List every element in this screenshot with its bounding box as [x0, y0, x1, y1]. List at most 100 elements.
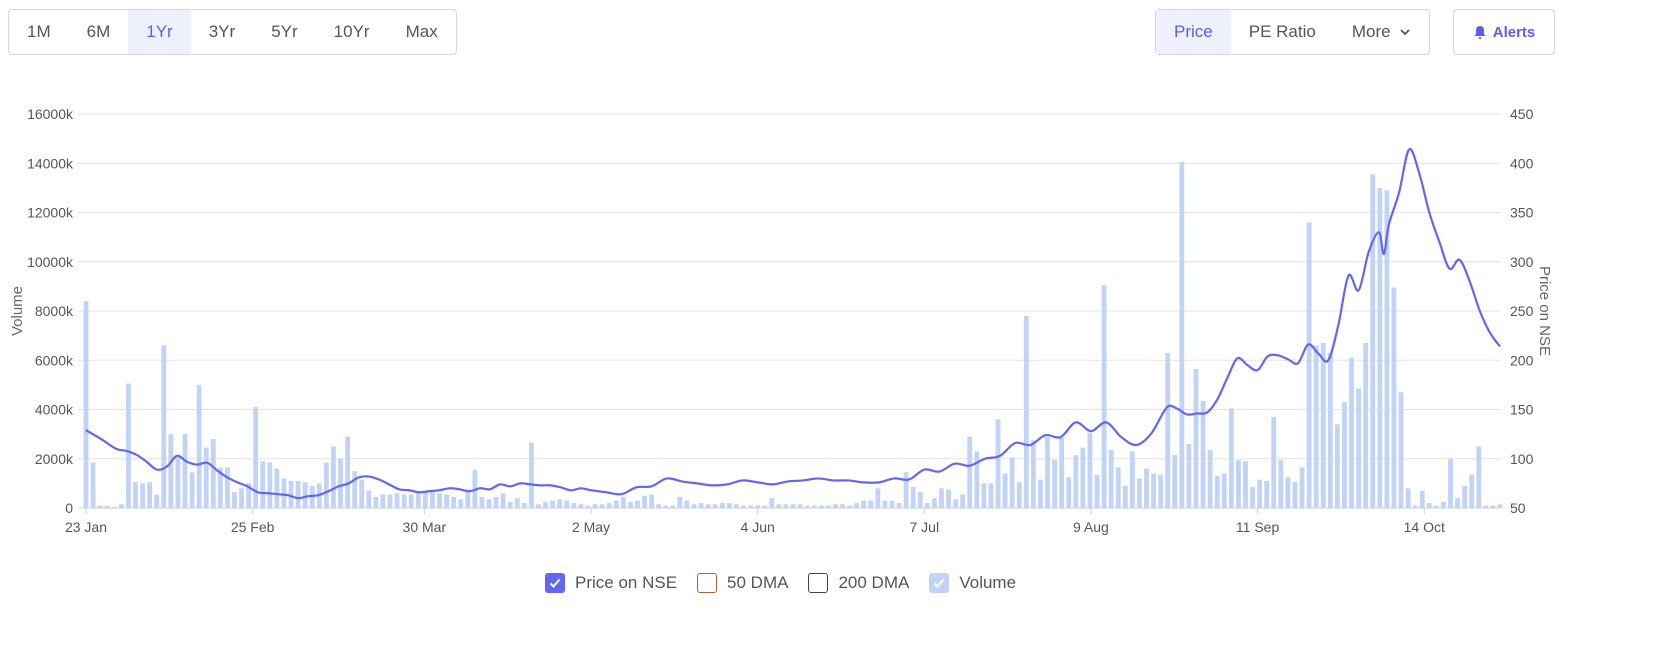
- volume-bar: [995, 419, 1001, 508]
- y-right-axis-title: Price on NSE: [1536, 266, 1553, 356]
- volume-bar: [1094, 474, 1100, 508]
- volume-bar: [1080, 447, 1086, 508]
- volume-bar: [486, 499, 492, 508]
- range-tab-max[interactable]: Max: [405, 22, 438, 41]
- volume-bar: [415, 491, 421, 508]
- volume-bar: [1412, 505, 1418, 508]
- volume-bar: [1320, 343, 1326, 508]
- volume-bar: [1158, 474, 1164, 508]
- volume-bar: [380, 494, 386, 508]
- volume-bar: [147, 482, 153, 508]
- range-tab-1yr[interactable]: 1Yr: [128, 10, 191, 54]
- y-left-tick-label: 6000k: [35, 352, 74, 368]
- volume-bar: [1405, 488, 1411, 508]
- check-icon: [934, 578, 945, 588]
- volume-bar: [154, 494, 160, 508]
- volume-bar: [1334, 424, 1340, 508]
- range-tab-1m[interactable]: 1M: [27, 22, 51, 41]
- volume-bar: [1419, 490, 1425, 508]
- volume-bar: [1087, 432, 1093, 508]
- legend-label: Volume: [959, 573, 1017, 592]
- volume-bar: [118, 504, 124, 508]
- volume-bar: [1257, 479, 1263, 508]
- alerts-button[interactable]: Alerts: [1453, 9, 1555, 55]
- volume-bar: [182, 434, 188, 508]
- volume-bar: [359, 479, 365, 508]
- volume-bar: [698, 503, 704, 508]
- volume-bar: [281, 478, 287, 508]
- volume-bar: [974, 451, 980, 508]
- volume-bar: [988, 483, 994, 508]
- volume-bar: [868, 500, 874, 508]
- y-left-tick-label: 14000k: [27, 155, 74, 171]
- volume-bar: [1165, 352, 1171, 508]
- alerts-label: Alerts: [1492, 23, 1536, 41]
- volume-bar: [847, 505, 852, 508]
- volume-bar: [83, 301, 89, 508]
- volume-bar: [1490, 505, 1496, 508]
- legend-checkbox[interactable]: [929, 573, 950, 593]
- legend-item-50-dma[interactable]: 50 DMA: [697, 573, 788, 593]
- volume-bar: [500, 493, 506, 508]
- legend-checkbox[interactable]: [545, 573, 565, 593]
- volume-bar: [917, 491, 923, 508]
- check-icon: [549, 578, 561, 588]
- volume-bar: [1172, 455, 1178, 508]
- volume-bar: [606, 503, 612, 508]
- volume-bar: [479, 496, 485, 508]
- price-line: [85, 148, 1501, 500]
- volume-bar: [564, 500, 570, 508]
- legend-item-200-dma[interactable]: 200 DMA: [808, 573, 909, 593]
- metric-tab-more[interactable]: More: [1334, 10, 1429, 54]
- metric-tab-label: Price: [1174, 22, 1213, 41]
- volume-bar: [1059, 437, 1065, 508]
- volume-bar: [196, 384, 202, 508]
- volume-bar: [833, 504, 838, 508]
- volume-bar: [896, 503, 902, 508]
- legend-checkbox[interactable]: [697, 573, 718, 593]
- volume-bar: [663, 505, 669, 508]
- volume-bar: [627, 501, 633, 508]
- volume-bar: [345, 436, 350, 508]
- volume-bar: [246, 483, 252, 508]
- x-tick-label: 14 Oct: [1404, 519, 1445, 535]
- legend-label: 200 DMA: [838, 573, 910, 592]
- volume-bar: [967, 436, 973, 508]
- volume-bar: [1306, 222, 1312, 508]
- volume-bar: [210, 439, 216, 508]
- volume-bar: [1271, 416, 1277, 508]
- volume-bar: [726, 503, 732, 508]
- y-right-tick-label: 50: [1510, 500, 1526, 516]
- volume-bar: [1433, 505, 1439, 508]
- volume-bar: [267, 462, 273, 508]
- volume-bar: [1030, 440, 1036, 508]
- legend-checkbox[interactable]: [808, 573, 829, 593]
- volume-bar: [1228, 408, 1234, 508]
- volume-bar: [111, 506, 117, 508]
- volume-bar: [1221, 473, 1227, 508]
- legend-item-volume[interactable]: Volume: [929, 573, 1016, 593]
- volume-bar: [592, 504, 598, 508]
- volume-bar: [302, 482, 308, 508]
- volume-bar: [854, 503, 860, 508]
- volume-bar: [444, 494, 449, 508]
- metric-tab-pe-ratio[interactable]: PE Ratio: [1231, 10, 1334, 54]
- range-tab-10yr[interactable]: 10Yr: [333, 22, 370, 41]
- y-right-tick-label: 100: [1510, 451, 1534, 467]
- range-tab-5yr[interactable]: 5Yr: [271, 22, 298, 41]
- range-tab-6m[interactable]: 6M: [86, 22, 111, 41]
- volume-bar: [140, 483, 145, 508]
- volume-bar: [1243, 461, 1248, 508]
- x-tick-label: 7 Jul: [910, 519, 940, 535]
- volume-bar: [536, 504, 541, 508]
- metric-tab-price[interactable]: Price: [1156, 10, 1231, 54]
- y-left-axis-title: Volume: [9, 286, 26, 336]
- range-tab-3yr[interactable]: 3Yr: [208, 22, 236, 41]
- legend-item-price-on-nse[interactable]: Price on NSE: [545, 573, 677, 593]
- volume-bar: [1038, 479, 1043, 508]
- volume-bar: [861, 500, 867, 508]
- volume-bar: [585, 505, 591, 508]
- volume-bar: [1101, 285, 1107, 508]
- volume-bar: [705, 504, 711, 508]
- volume-bar: [97, 505, 103, 508]
